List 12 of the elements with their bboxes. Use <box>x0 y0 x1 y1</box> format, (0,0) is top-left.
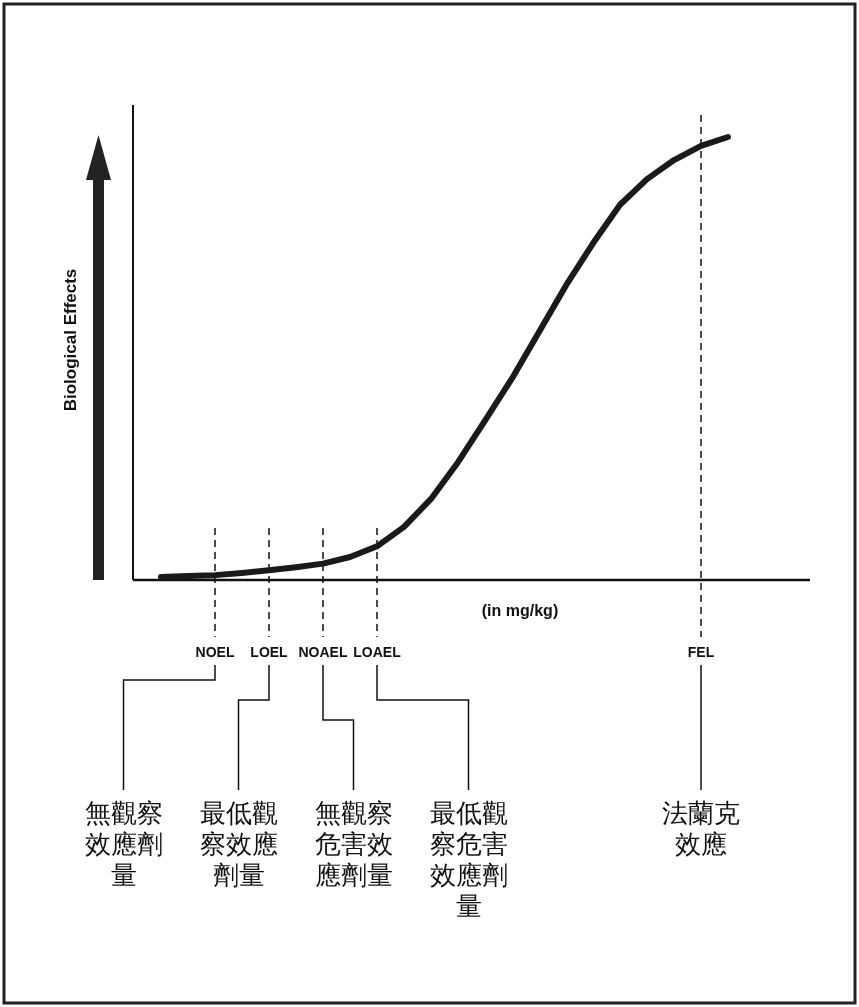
x-tick-label: LOEL <box>250 644 289 660</box>
y-axis-title: Biological Effects <box>61 268 80 412</box>
x-tick-label: NOAEL <box>298 644 348 660</box>
annotation: 最低觀察效應劑量 <box>199 798 278 890</box>
x-tick-label: NOEL <box>195 644 235 660</box>
annotation: 無觀察效應劑量 <box>84 798 163 890</box>
annotation: 法蘭克效應 <box>662 798 740 859</box>
x-tick-label: FEL <box>687 644 715 660</box>
x-axis-title: (in mg/kg) <box>481 602 559 619</box>
annotation: 無觀察危害效應劑量 <box>314 798 393 890</box>
annotation: 最低觀察危害效應劑量 <box>429 798 508 921</box>
x-tick-label: LOAEL <box>353 644 402 660</box>
